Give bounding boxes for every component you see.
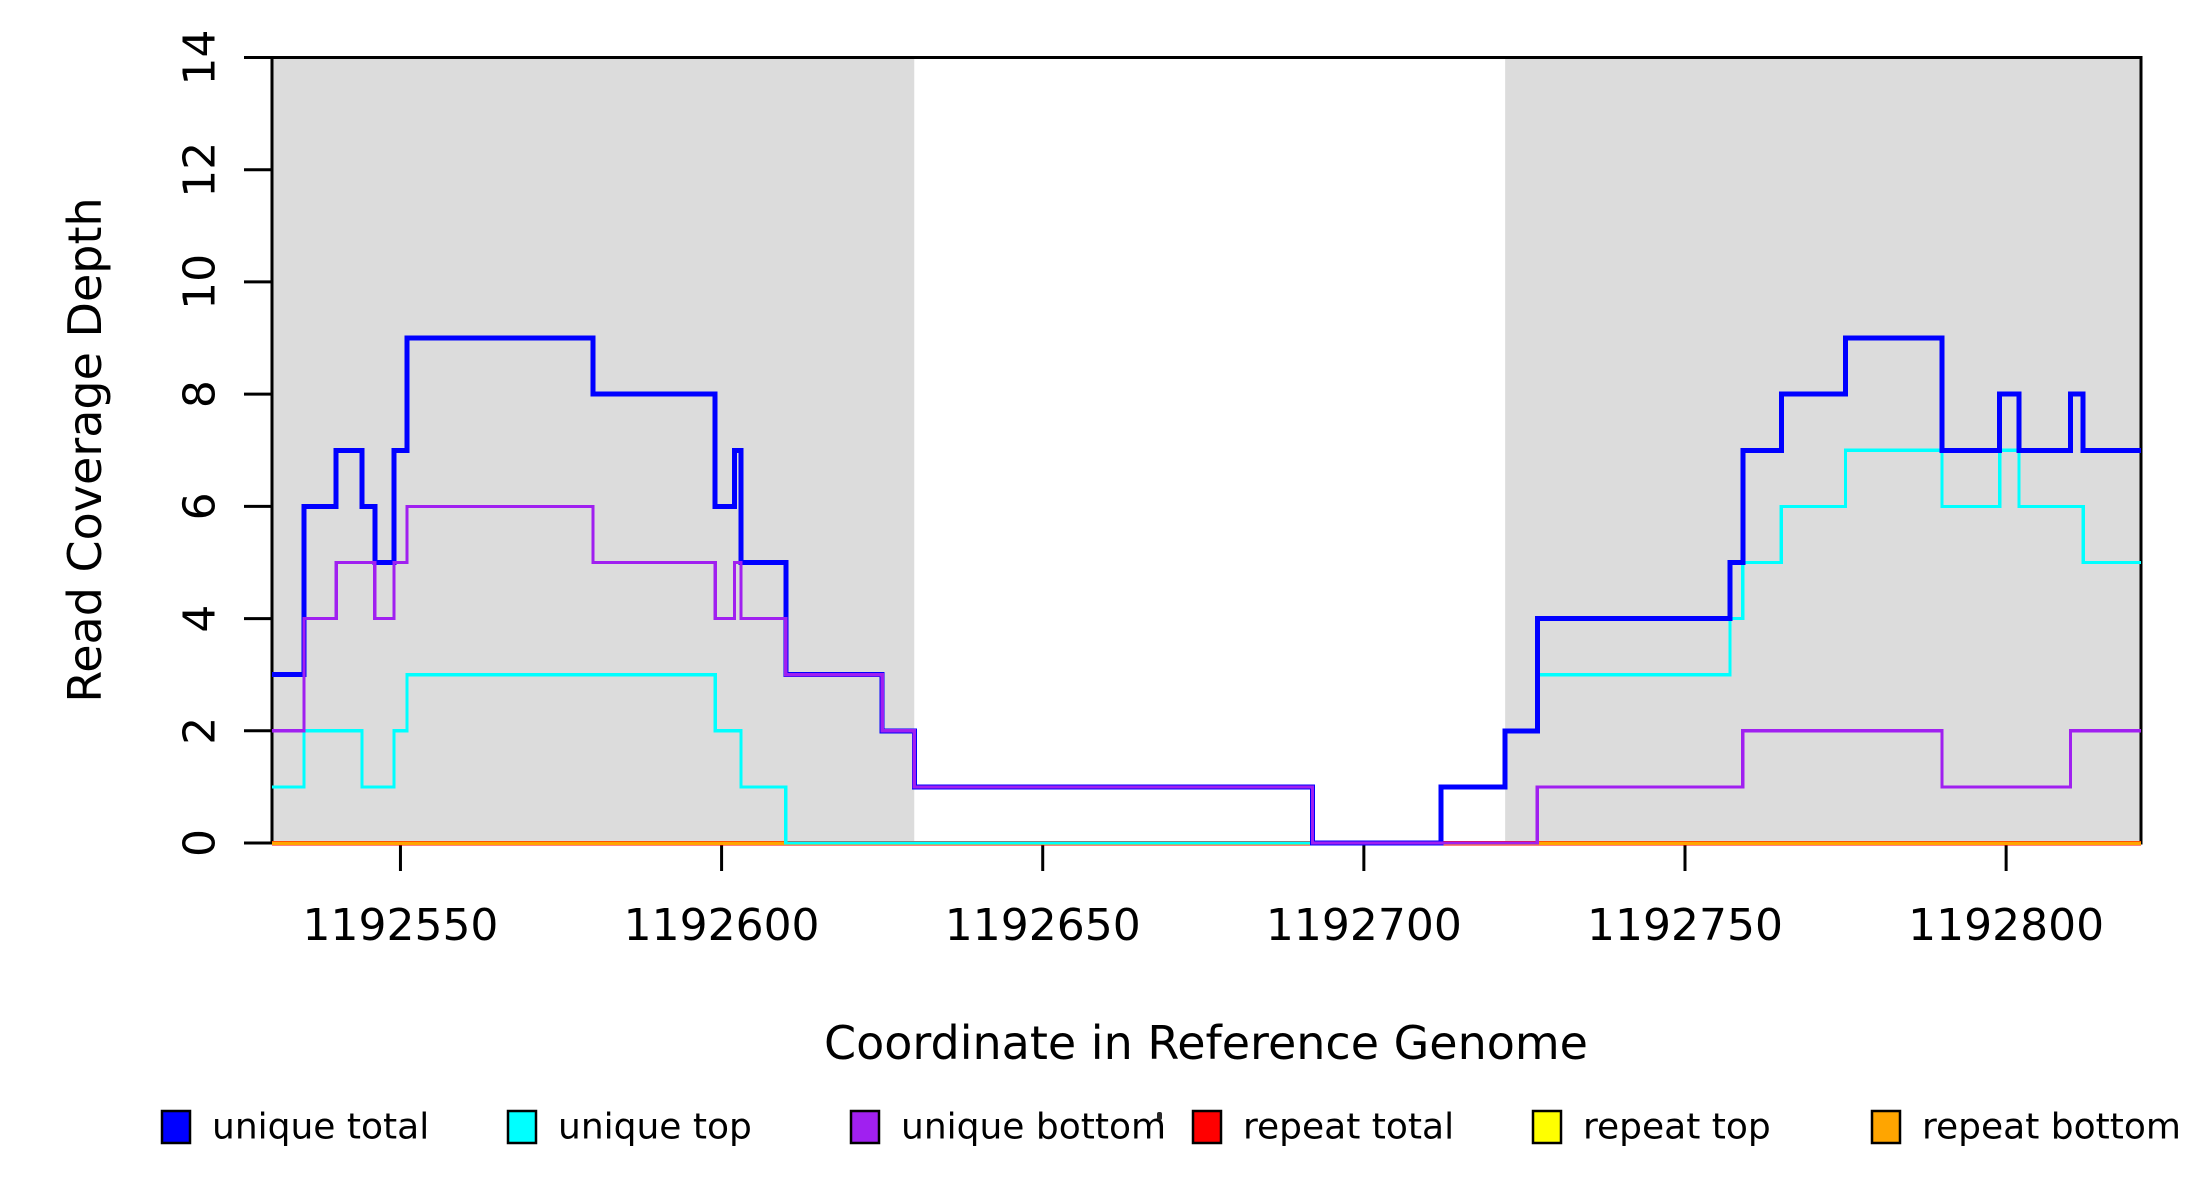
legend-swatch-unique-bottom xyxy=(849,1109,881,1145)
y-axis-title: Read Coverage Depth xyxy=(58,197,112,703)
y-axis-tick-label: 14 xyxy=(175,30,226,86)
y-axis-tick-label: 8 xyxy=(175,380,226,408)
x-axis-tick-label: 1192800 xyxy=(1908,900,2104,951)
x-axis-tick-label: 1192650 xyxy=(945,900,1141,951)
legend-label-repeat-top: repeat top xyxy=(1583,1107,1771,1148)
x-axis-tick-label: 1192600 xyxy=(624,900,820,951)
legend-label-unique-top: unique top xyxy=(558,1107,752,1148)
legend-label-repeat-bottom: repeat bottom xyxy=(1922,1107,2181,1148)
series-unique-bottom xyxy=(272,504,2141,845)
legend-swatch-unique-total xyxy=(160,1109,192,1145)
x-axis-tick-label: 1192750 xyxy=(1587,900,1783,951)
legend-label-unique-total: unique total xyxy=(212,1107,429,1148)
y-axis-tick-label: 2 xyxy=(175,717,226,745)
stray-dot-artifact xyxy=(1157,1112,1162,1120)
legend-label-unique-bottom: unique bottom xyxy=(901,1107,1166,1148)
x-axis-tick-label: 1192700 xyxy=(1266,900,1462,951)
legend-swatch-unique-top xyxy=(506,1109,538,1145)
legend-swatch-repeat-total xyxy=(1191,1109,1223,1145)
y-axis-tick-label: 6 xyxy=(175,492,226,520)
x-axis-tick-label: 1192550 xyxy=(302,900,498,951)
y-axis-tick-label: 12 xyxy=(175,142,226,198)
shaded-region xyxy=(272,57,915,843)
legend-label-repeat-total: repeat total xyxy=(1243,1107,1454,1148)
y-axis-tick-label: 10 xyxy=(175,254,226,310)
y-axis-tick-label: 4 xyxy=(175,605,226,633)
legend-swatch-repeat-bottom xyxy=(1870,1109,1902,1145)
legend-swatch-repeat-top xyxy=(1531,1109,1563,1145)
x-axis-title: Coordinate in Reference Genome xyxy=(824,1016,1588,1070)
y-axis-tick-label: 0 xyxy=(175,829,226,857)
